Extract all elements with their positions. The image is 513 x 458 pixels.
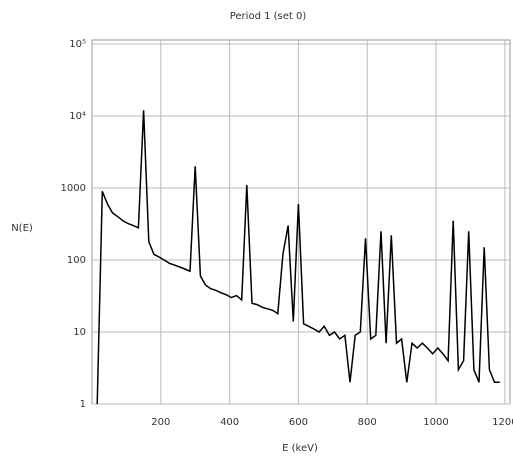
plot-frame xyxy=(91,39,511,405)
y-axis-label: N(E) xyxy=(11,223,33,234)
y-tick-label: 1000 xyxy=(61,183,86,194)
x-tick-label: 200 xyxy=(151,417,170,428)
x-tick-label: 400 xyxy=(220,417,239,428)
chart-title: Period 1 (set 0) xyxy=(230,11,307,22)
x-tick-label: 600 xyxy=(289,417,308,428)
x-axis-label: E (keV) xyxy=(282,443,318,454)
x-tick-label: 800 xyxy=(358,417,377,428)
y-tick-label: 10⁴ xyxy=(69,111,86,122)
x-tick-label: 1000 xyxy=(423,417,448,428)
y-tick-label: 1 xyxy=(80,399,86,410)
y-tick-label: 10⁵ xyxy=(69,39,86,50)
y-tick-label: 10 xyxy=(73,327,86,338)
x-tick-label: 1200 xyxy=(492,417,513,428)
y-tick-label: 100 xyxy=(67,255,86,266)
data-line xyxy=(96,110,500,405)
